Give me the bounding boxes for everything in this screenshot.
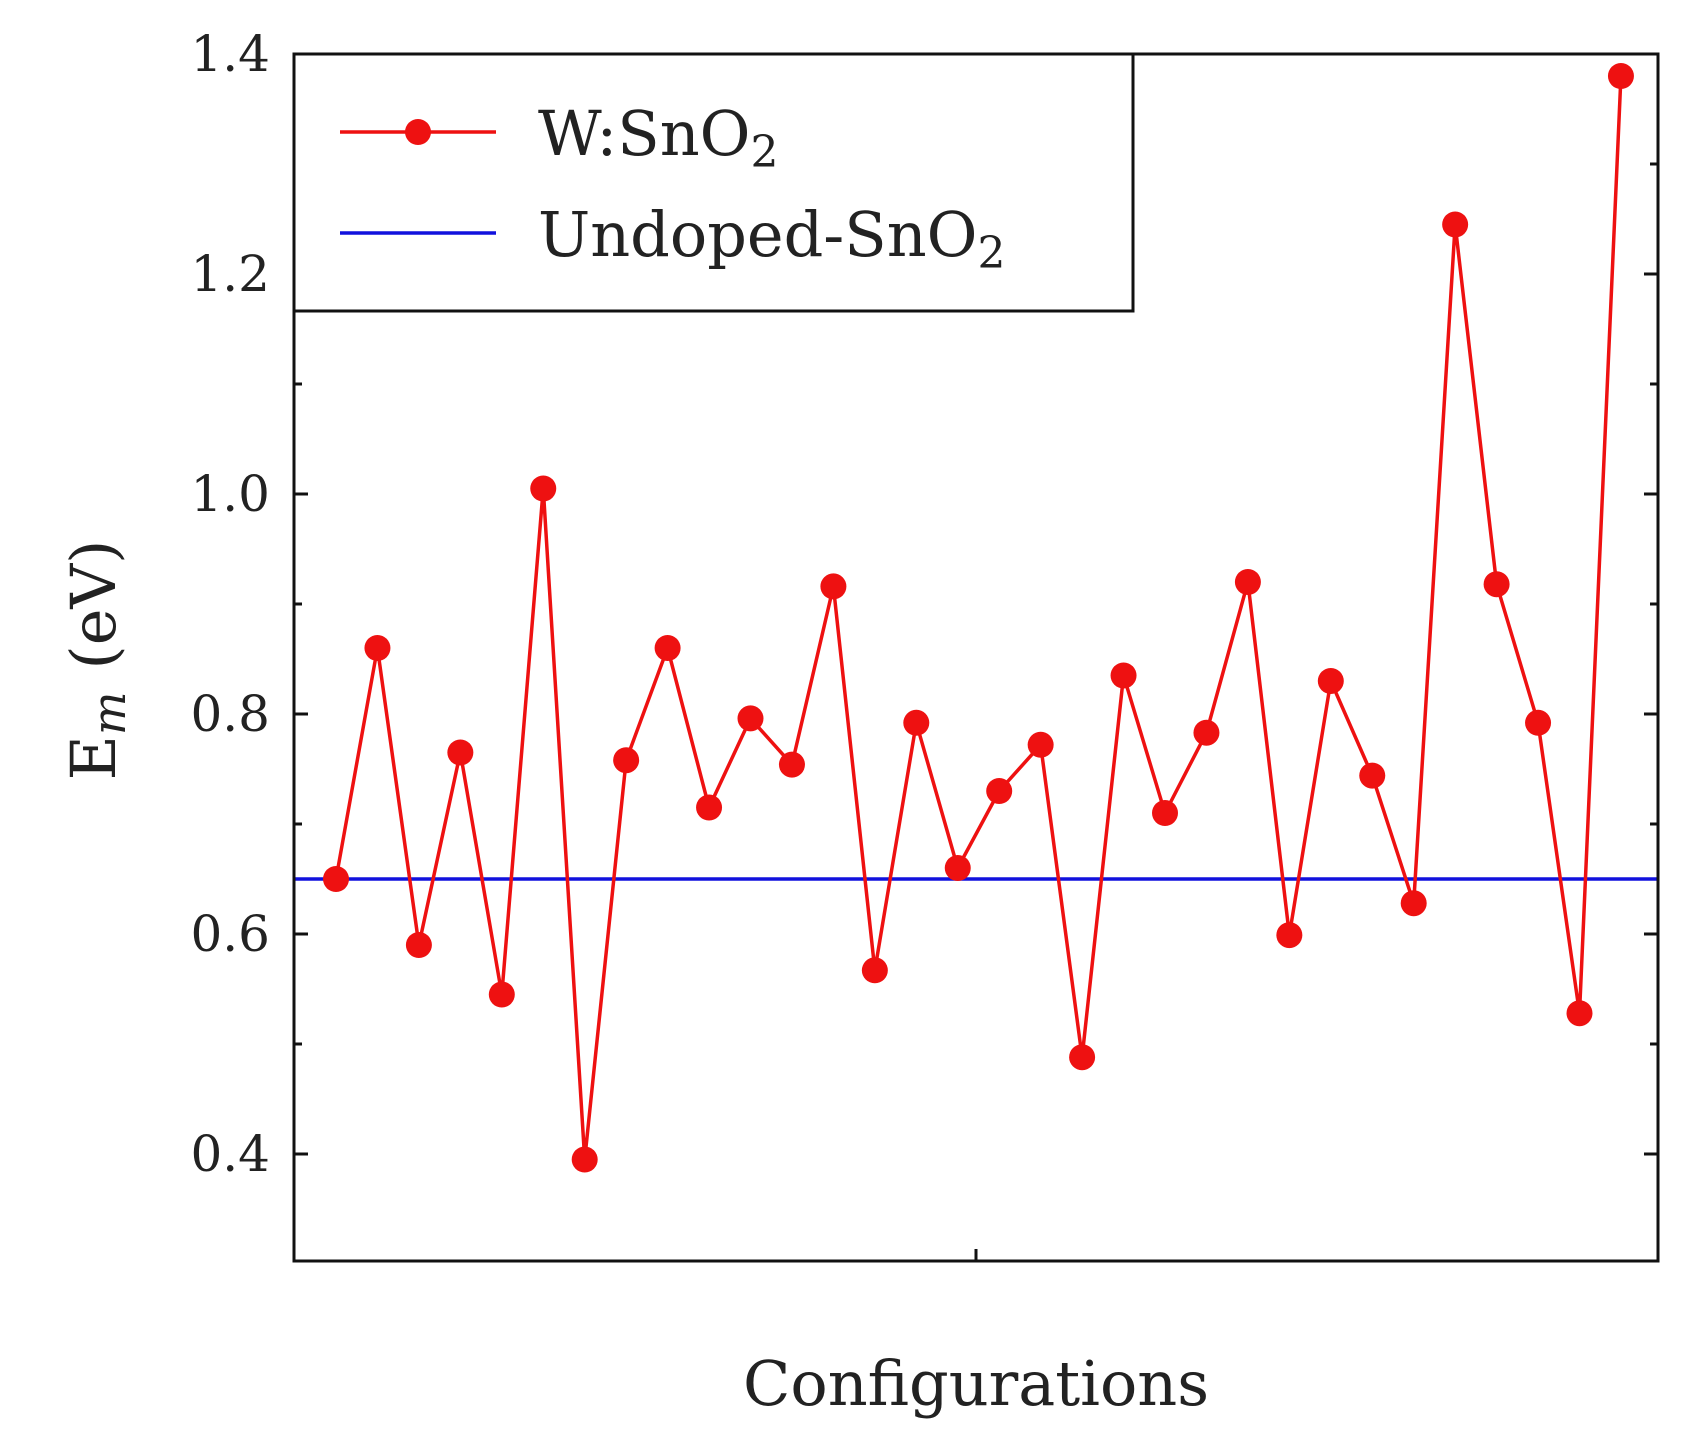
legend-doped-label-main: W:SnO xyxy=(538,97,750,170)
legend-undoped-label-subscript: 2 xyxy=(977,228,1005,279)
legend-doped-marker xyxy=(405,119,431,145)
doped-data-point xyxy=(1152,800,1178,826)
y-tick-label: 1.2 xyxy=(190,245,270,303)
y-tick-label: 0.8 xyxy=(190,685,270,743)
legend-box xyxy=(292,52,1135,313)
legend-doped-label: W:SnO2 xyxy=(538,97,778,178)
doped-data-point xyxy=(364,635,391,661)
legend-doped-label-subscript: 2 xyxy=(750,127,778,178)
doped-data-point xyxy=(1400,890,1427,917)
doped-data-point xyxy=(903,709,930,736)
doped-data-point xyxy=(1027,731,1054,758)
doped-data-point xyxy=(1442,211,1469,238)
doped-data-point xyxy=(1607,63,1634,89)
legend: W:SnO2 Undoped-SnO2 xyxy=(292,52,1135,313)
legend-undoped-label: Undoped-SnO2 xyxy=(538,198,1005,279)
doped-data-point xyxy=(696,794,723,821)
doped-data-point xyxy=(1566,1000,1593,1027)
doped-data-point xyxy=(820,573,847,600)
doped-data-point xyxy=(1069,1044,1096,1071)
legend-undoped-label-main: Undoped-SnO xyxy=(538,198,977,271)
y-tick-label: 0.6 xyxy=(190,905,270,963)
doped-data-point xyxy=(737,705,764,732)
doped-data-point xyxy=(488,981,515,1008)
doped-data-point xyxy=(778,751,805,778)
y-tick-label: 1.0 xyxy=(190,465,270,523)
y-axis-title-main: E xyxy=(57,735,130,780)
y-axis-title: Em (eV) xyxy=(57,540,136,781)
y-axis-title-subscript: m xyxy=(82,691,136,735)
doped-series-layer xyxy=(323,63,1634,1173)
doped-data-point xyxy=(944,855,971,881)
doped-data-point xyxy=(447,739,474,766)
doped-data-point xyxy=(530,475,557,502)
y-tick-label: 1.4 xyxy=(190,25,270,83)
doped-data-point xyxy=(405,932,432,958)
doped-data-point xyxy=(1110,662,1137,689)
y-tick-label: 0.4 xyxy=(190,1125,270,1183)
doped-data-point xyxy=(1234,569,1261,595)
doped-data-point xyxy=(861,957,888,984)
y-axis-ticks: 0.4 0.6 0.8 1.0 1.2 1.4 xyxy=(190,25,1658,1183)
doped-data-point xyxy=(1483,571,1510,598)
doped-data-point xyxy=(1525,709,1552,736)
doped-data-point xyxy=(1317,668,1344,694)
doped-data-point xyxy=(571,1146,598,1173)
x-axis-title: Configurations xyxy=(743,1347,1209,1420)
doped-series-line xyxy=(334,75,1623,1162)
doped-data-point xyxy=(613,747,640,774)
doped-data-point xyxy=(323,866,349,892)
doped-data-point xyxy=(1359,762,1386,789)
doped-data-point xyxy=(986,778,1013,804)
doped-data-point xyxy=(1193,719,1220,746)
doped-data-point xyxy=(1276,922,1303,949)
y-axis-title-unit: (eV) xyxy=(57,540,130,670)
doped-data-point xyxy=(654,635,681,661)
